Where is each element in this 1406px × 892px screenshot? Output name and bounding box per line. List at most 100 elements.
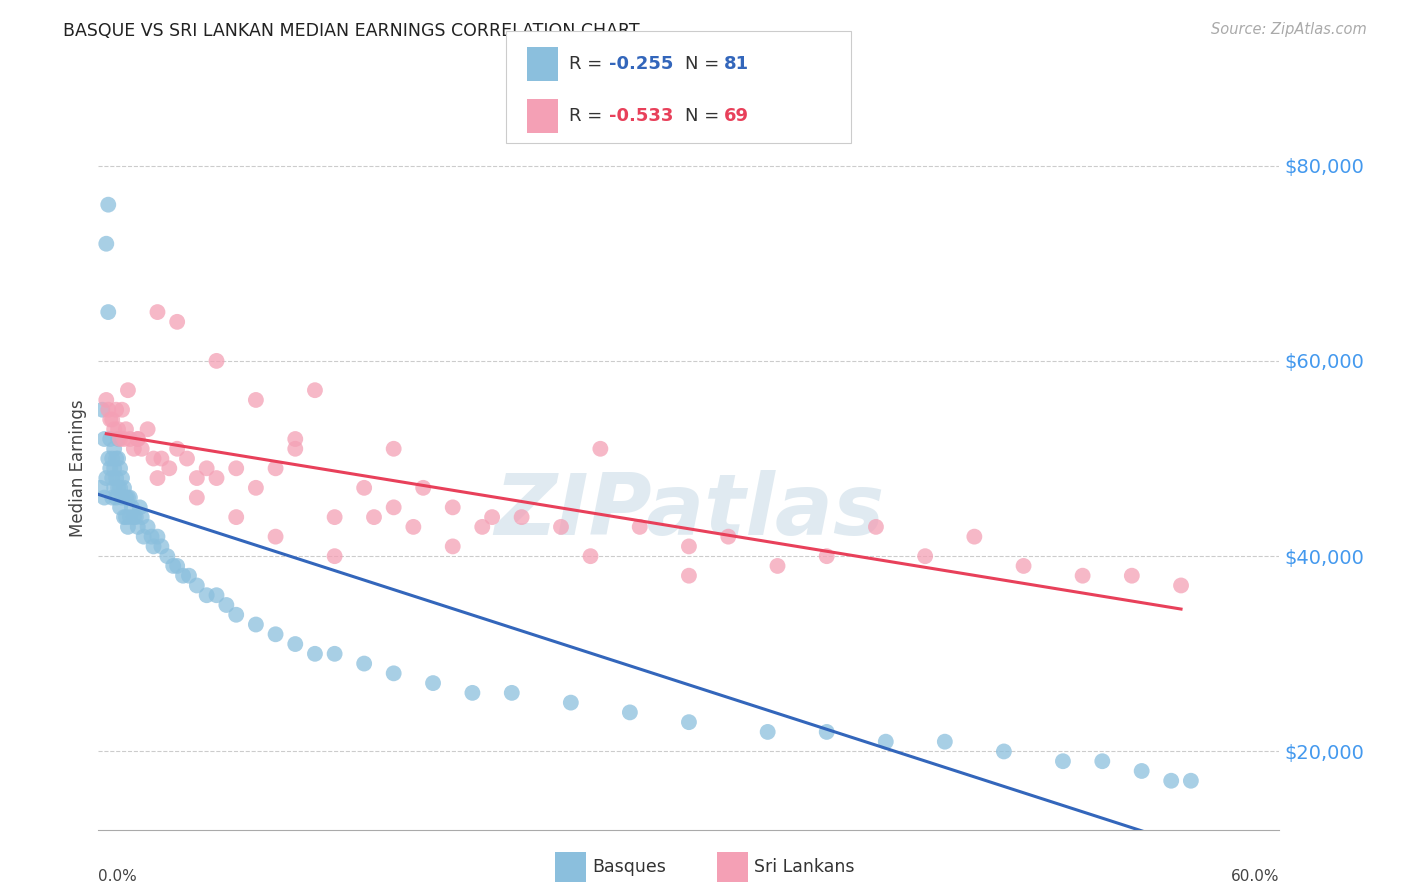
Point — [323, 510, 346, 524]
Point — [1170, 578, 1192, 592]
Point — [125, 510, 148, 524]
Point — [127, 432, 149, 446]
Point — [166, 442, 188, 456]
Point — [107, 481, 129, 495]
Point — [111, 471, 134, 485]
Point — [264, 627, 287, 641]
Point — [105, 471, 128, 485]
Point — [678, 568, 700, 582]
Point — [122, 510, 145, 524]
Point — [97, 197, 120, 211]
Point — [628, 520, 651, 534]
Point — [1130, 764, 1153, 778]
Point — [1180, 773, 1202, 788]
Point — [195, 588, 218, 602]
Point — [284, 432, 307, 446]
Text: N =: N = — [685, 55, 724, 73]
Point — [132, 530, 155, 544]
Point — [756, 725, 779, 739]
Point — [112, 432, 135, 446]
Point — [323, 549, 346, 564]
Y-axis label: Median Earnings: Median Earnings — [69, 400, 87, 537]
Point — [150, 540, 173, 554]
Point — [142, 451, 165, 466]
Point — [550, 520, 572, 534]
Point — [107, 451, 129, 466]
Point — [103, 461, 125, 475]
Point — [186, 578, 208, 592]
Point — [117, 383, 139, 397]
Point — [717, 530, 740, 544]
Point — [128, 500, 150, 515]
Point — [156, 549, 179, 564]
Point — [264, 461, 287, 475]
Point — [579, 549, 602, 564]
Point — [215, 598, 238, 612]
Point — [589, 442, 612, 456]
Point — [136, 422, 159, 436]
Point — [98, 461, 121, 475]
Point — [245, 392, 267, 407]
Point — [96, 471, 118, 485]
Point — [353, 657, 375, 671]
Point — [98, 412, 121, 426]
Point — [166, 315, 188, 329]
Point — [441, 500, 464, 515]
Point — [97, 451, 120, 466]
Point — [619, 706, 641, 720]
Point — [108, 481, 131, 495]
Text: 69: 69 — [724, 107, 749, 125]
Point — [122, 442, 145, 456]
Point — [304, 647, 326, 661]
Text: Basques: Basques — [592, 858, 666, 876]
Point — [108, 461, 131, 475]
Text: BASQUE VS SRI LANKAN MEDIAN EARNINGS CORRELATION CHART: BASQUE VS SRI LANKAN MEDIAN EARNINGS COR… — [63, 22, 640, 40]
Point — [865, 520, 887, 534]
Point — [108, 432, 131, 446]
Point — [678, 540, 700, 554]
Point — [111, 402, 134, 417]
Point — [97, 402, 120, 417]
Point — [89, 481, 111, 495]
Point — [101, 412, 124, 426]
Point — [96, 392, 118, 407]
Point — [105, 451, 128, 466]
Text: R =: R = — [569, 107, 609, 125]
Point — [264, 530, 287, 544]
Point — [1012, 558, 1035, 573]
Point — [177, 568, 200, 582]
Point — [136, 520, 159, 534]
Point — [118, 432, 141, 446]
Point — [107, 432, 129, 446]
Text: -0.533: -0.533 — [609, 107, 673, 125]
Text: Source: ZipAtlas.com: Source: ZipAtlas.com — [1211, 22, 1367, 37]
Text: R =: R = — [569, 55, 609, 73]
Point — [963, 530, 986, 544]
Point — [225, 461, 247, 475]
Point — [93, 432, 115, 446]
Point — [422, 676, 444, 690]
Point — [560, 696, 582, 710]
Point — [176, 451, 198, 466]
Text: 60.0%: 60.0% — [1232, 869, 1279, 884]
Point — [98, 432, 121, 446]
Point — [108, 500, 131, 515]
Point — [678, 715, 700, 730]
Point — [97, 305, 120, 319]
Point — [121, 500, 143, 515]
Point — [93, 491, 115, 505]
Point — [501, 686, 523, 700]
Point — [766, 558, 789, 573]
Point — [127, 432, 149, 446]
Point — [117, 520, 139, 534]
Point — [993, 744, 1015, 758]
Point — [117, 491, 139, 505]
Point — [131, 510, 153, 524]
Point — [412, 481, 434, 495]
Point — [115, 510, 138, 524]
Point — [103, 422, 125, 436]
Point — [461, 686, 484, 700]
Point — [815, 725, 838, 739]
Point — [107, 422, 129, 436]
Text: 81: 81 — [724, 55, 749, 73]
